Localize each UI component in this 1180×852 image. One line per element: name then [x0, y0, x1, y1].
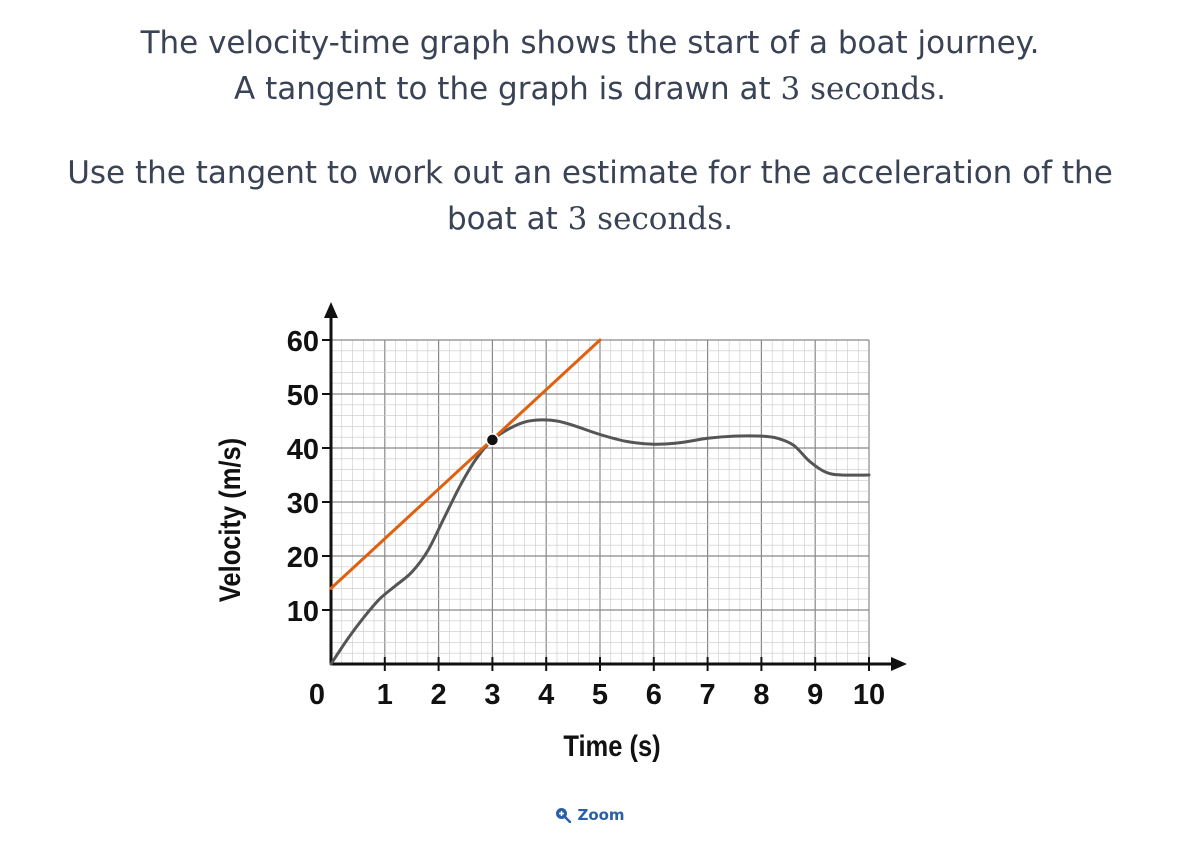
x-tick-label: 7 [700, 679, 716, 711]
tangent-line [329, 338, 602, 590]
zoom-area: Zoom [0, 806, 1180, 827]
question-text-top: The velocity-time graph shows the start … [0, 20, 1180, 112]
y-tick-label: 50 [287, 380, 319, 412]
y-axis-label: Velocity (m/s) [213, 438, 246, 602]
x-tick-label: 4 [538, 679, 554, 711]
x-tick-label: 3 [484, 679, 500, 711]
velocity-curve [329, 418, 871, 666]
x-tick-label: 1 [377, 679, 393, 711]
question-line-2: A tangent to the graph is drawn at 3 sec… [0, 66, 1180, 112]
zoom-label: Zoom [577, 806, 625, 824]
question-line-2-prefix: A tangent to the graph is drawn at [234, 71, 781, 107]
y-tick-label: 30 [287, 488, 319, 520]
x-axis-label: Time (s) [563, 729, 660, 762]
y-tick-label: 60 [287, 326, 319, 358]
x-tick-label: 0 [309, 679, 325, 711]
x-tick-label: 2 [431, 679, 447, 711]
y-tick-label: 10 [287, 596, 319, 628]
zoom-in-icon [556, 808, 572, 823]
question-line-4: boat at 3 seconds. [0, 196, 1180, 242]
question-text-bottom: Use the tangent to work out an estimate … [0, 150, 1180, 242]
question-line-1: The velocity-time graph shows the start … [140, 25, 1040, 61]
question-line-2-suffix: . [936, 71, 946, 107]
tangent-point [485, 433, 500, 447]
question-line-4-prefix: boat at [446, 201, 568, 237]
chart-tick-labels: 0 1 2 3 4 5 6 7 8 9 10 10 20 30 40 50 60 [287, 326, 885, 711]
y-axis-arrow [324, 302, 338, 318]
y-tick-label: 20 [287, 542, 319, 574]
y-tick-label: 40 [287, 434, 319, 466]
question-line-4-math: 3 seconds [567, 201, 724, 237]
chart-series [329, 338, 871, 666]
x-tick-label: 6 [646, 679, 662, 711]
x-axis-arrow [891, 657, 907, 671]
question-line-4-suffix: . [723, 201, 734, 237]
velocity-time-chart: 0 1 2 3 4 5 6 7 8 9 10 10 20 30 40 50 60 Time (s) Veloci… [213, 302, 907, 762]
x-tick-label: 8 [753, 679, 769, 711]
zoom-button[interactable]: Zoom [555, 806, 625, 824]
chart-axes [324, 302, 907, 671]
question-line-2-math: 3 seconds [780, 71, 937, 107]
x-tick-label: 5 [592, 679, 608, 711]
x-tick-label: 10 [853, 679, 885, 711]
chart-grid [330, 339, 870, 665]
x-tick-label: 9 [807, 679, 823, 711]
question-line-3: Use the tangent to work out an estimate … [67, 155, 1113, 191]
